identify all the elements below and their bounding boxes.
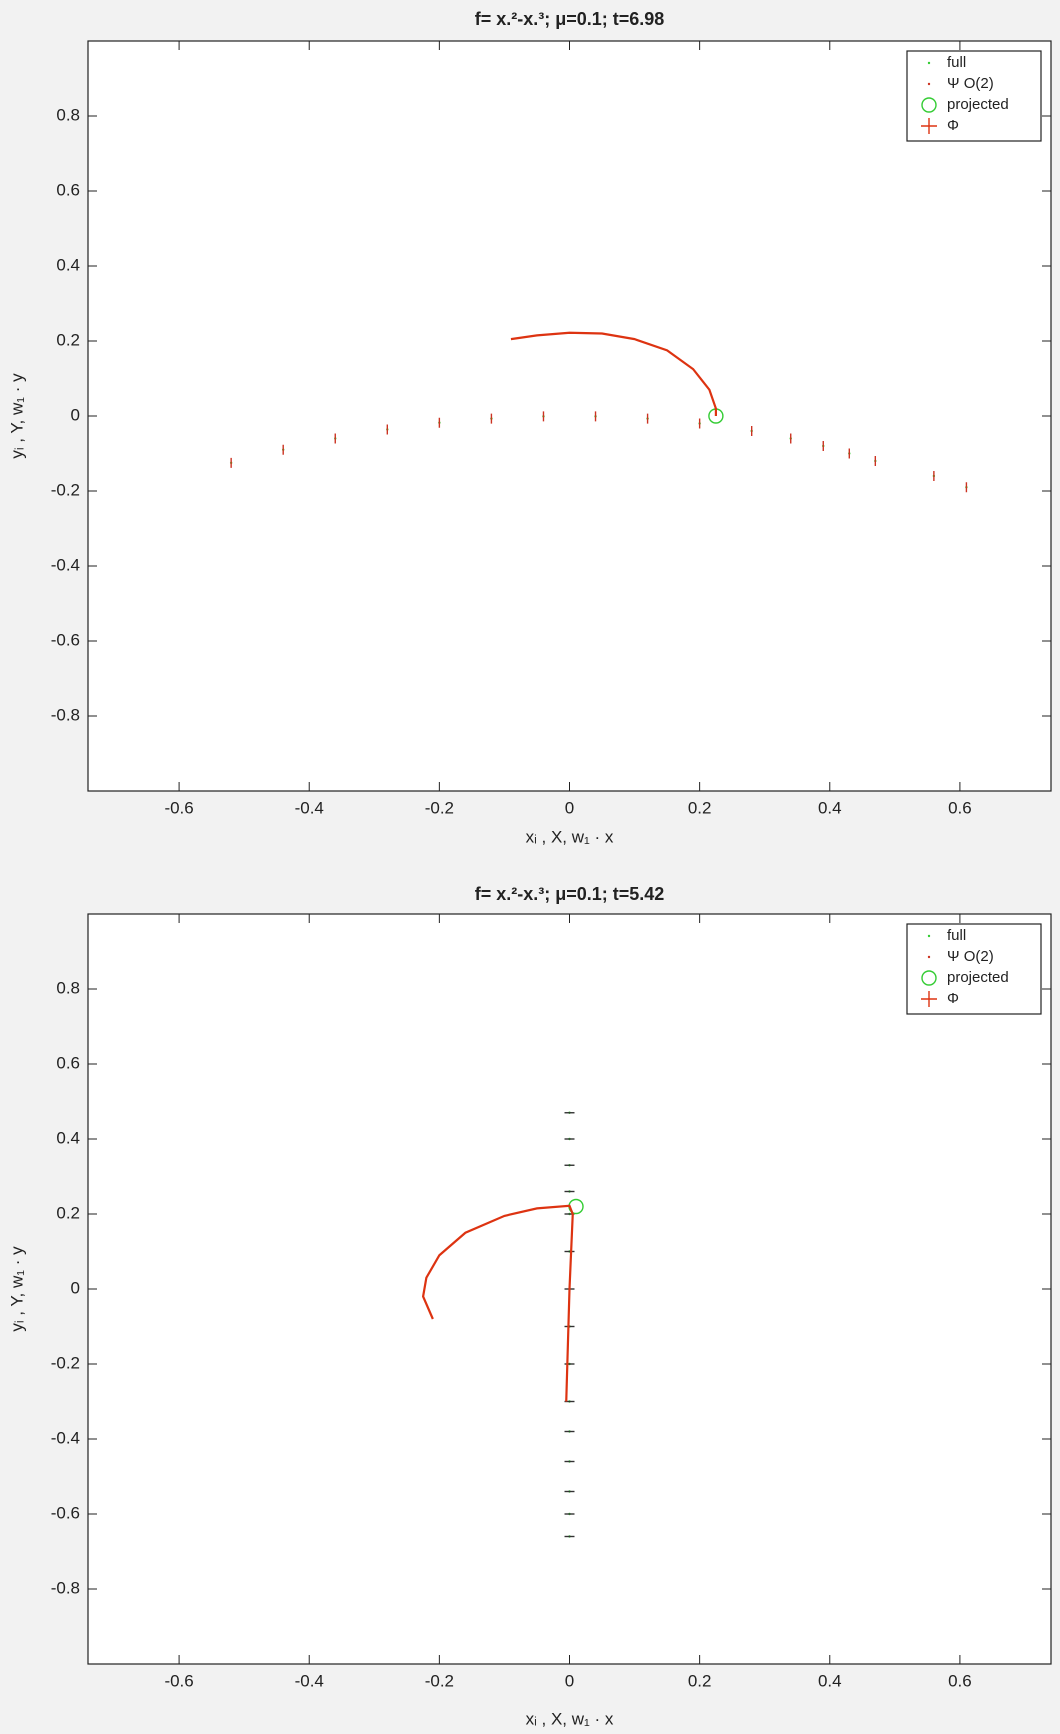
x-tick-label: -0.4 [295, 1671, 324, 1690]
legend-label: Ψ O(2) [947, 75, 994, 92]
y-tick-label: -0.8 [51, 705, 80, 724]
x-tick-label: -0.2 [425, 798, 454, 817]
legend-label: full [947, 927, 966, 944]
y-tick-label: 0.4 [56, 255, 80, 274]
legend-label: projected [947, 96, 1009, 113]
plot-area [87, 40, 1052, 792]
x-tick-label: 0 [565, 798, 574, 817]
x-tick-label: 0.6 [948, 798, 972, 817]
legend-symbol [927, 61, 931, 65]
y-tick-label: 0.4 [56, 1128, 80, 1147]
x-tick-label: -0.4 [295, 798, 324, 817]
y-tick-label: -0.2 [51, 1353, 80, 1372]
y-tick-label: 0.8 [56, 978, 80, 997]
y-axis-label: yᵢ , Y, w₁ · y [7, 373, 26, 459]
y-tick-label: 0.6 [56, 180, 80, 199]
y-tick-label: 0 [71, 1278, 80, 1297]
x-tick-label: -0.6 [164, 798, 193, 817]
x-axis-label: xᵢ , X, w₁ · x [526, 1709, 614, 1728]
legend-label: projected [947, 969, 1009, 986]
series-line [421, 1204, 574, 1402]
legend-symbol [921, 97, 937, 113]
y-tick-label: -0.4 [51, 1428, 80, 1447]
y-tick-label: -0.4 [51, 555, 80, 574]
y-tick-label: 0 [71, 405, 80, 424]
legend-symbol [921, 970, 937, 986]
x-tick-label: -0.2 [425, 1671, 454, 1690]
x-tick-label: -0.6 [164, 1671, 193, 1690]
legend-symbol [927, 934, 931, 938]
x-tick-label: 0.6 [948, 1671, 972, 1690]
x-tick-label: 0.2 [688, 798, 712, 817]
chart: f= x.²-x.³; μ=0.1; t=5.42 xᵢ , X, w₁ · x y… [7, 884, 1052, 1728]
legend-symbol [927, 82, 931, 86]
legend-symbol [921, 991, 937, 1007]
y-tick-label: 0.2 [56, 1203, 80, 1222]
legend-label: Φ [947, 117, 959, 134]
legend-label: full [947, 54, 966, 71]
y-tick-label: 0.8 [56, 105, 80, 124]
x-axis-label: xᵢ , X, w₁ · x [526, 827, 614, 846]
legend-symbol [921, 118, 937, 134]
chart-title: f= x.²-x.³; μ=0.1; t=6.98 [475, 9, 665, 29]
chart: f= x.²-x.³; μ=0.1; t=6.98 xᵢ , X, w₁ · x y… [7, 9, 1052, 846]
y-tick-label: 0.2 [56, 330, 80, 349]
y-tick-label: -0.2 [51, 480, 80, 499]
legend-symbol [927, 955, 931, 959]
x-tick-label: 0 [565, 1671, 574, 1690]
y-tick-label: 0.6 [56, 1053, 80, 1072]
y-axis-label: yᵢ , Y, w₁ · y [7, 1246, 26, 1332]
chart-title: f= x.²-x.³; μ=0.1; t=5.42 [475, 884, 665, 904]
y-tick-label: -0.6 [51, 630, 80, 649]
legend-label: Φ [947, 990, 959, 1007]
x-tick-label: 0.4 [818, 1671, 842, 1690]
y-tick-label: -0.8 [51, 1578, 80, 1597]
x-tick-label: 0.4 [818, 798, 842, 817]
y-tick-label: -0.6 [51, 1503, 80, 1522]
x-tick-label: 0.2 [688, 1671, 712, 1690]
legend-label: Ψ O(2) [947, 948, 994, 965]
series-line [510, 331, 718, 416]
